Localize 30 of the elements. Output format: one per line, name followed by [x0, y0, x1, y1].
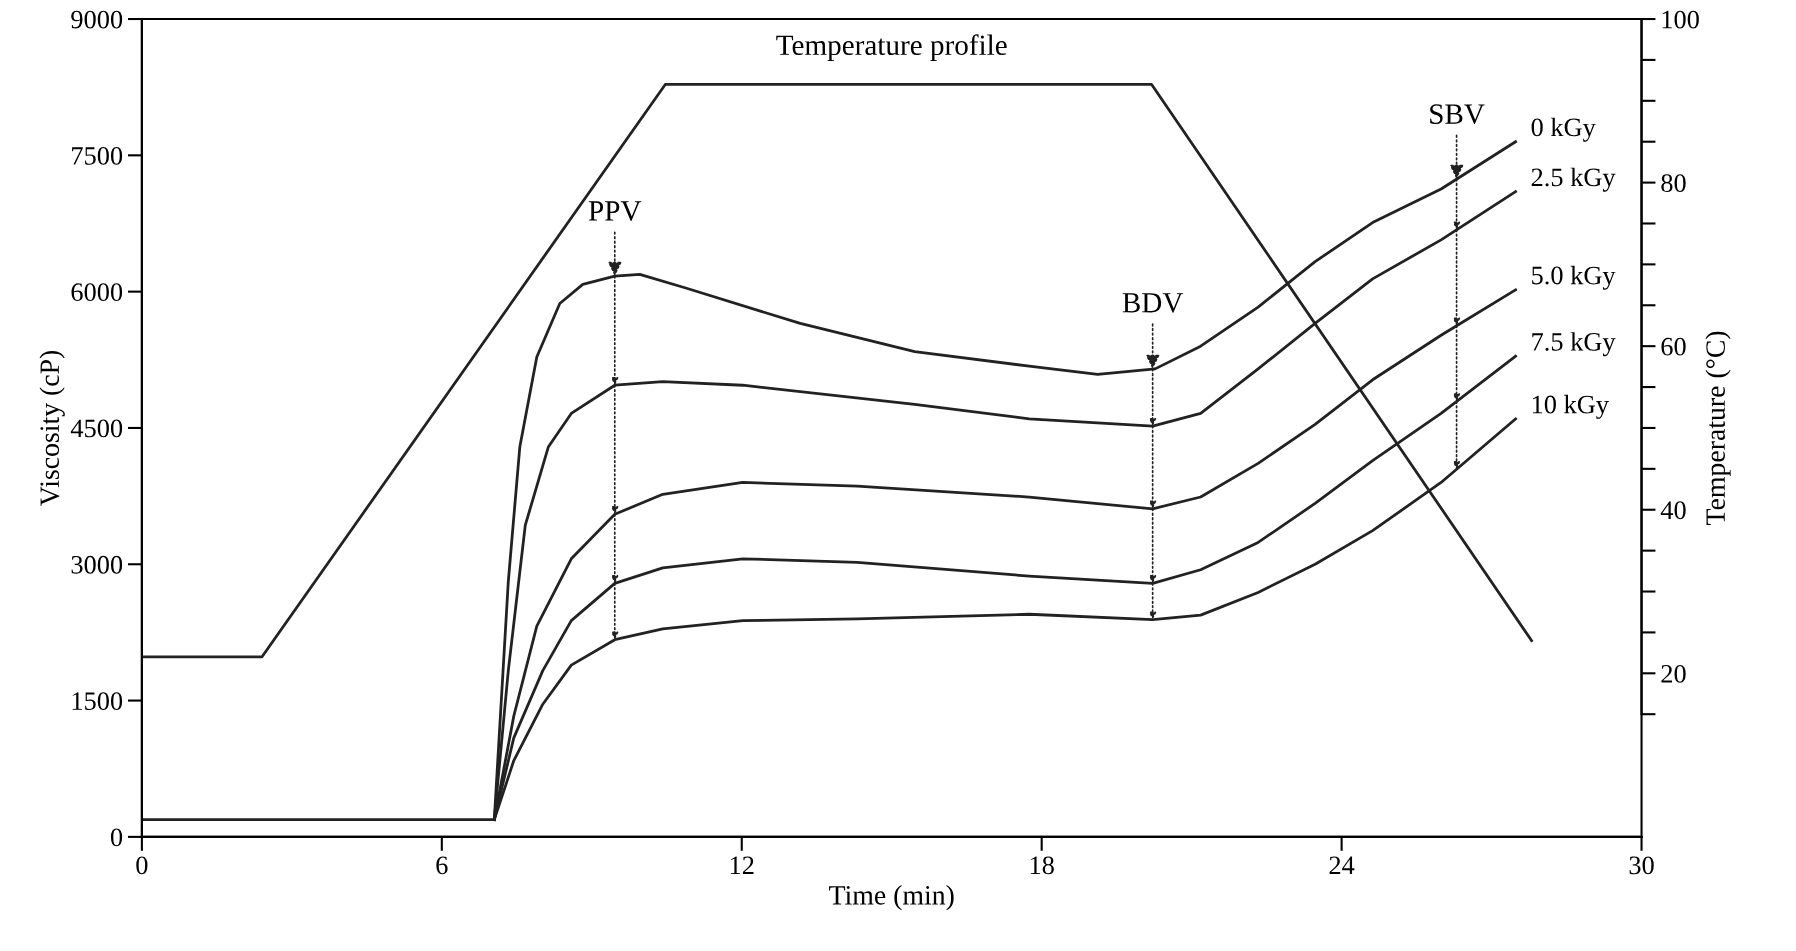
y-tick-label: 1500 — [72, 692, 123, 710]
series-label: 2.5 kGy — [1531, 167, 1616, 192]
annotation: SBV — [1430, 104, 1485, 125]
series-label: 7.5 kGy — [1532, 332, 1616, 357]
y2-tick-label: 20 — [1661, 664, 1686, 683]
y2-tick-label: 60 — [1661, 337, 1686, 356]
y-tick-label: 6000 — [71, 283, 123, 302]
series-label: 10 kGy — [1532, 394, 1609, 419]
series-label: 5.0 kGy — [1532, 265, 1616, 290]
x-tick-label: 30 — [1629, 856, 1654, 875]
annotation: BDV — [1122, 293, 1184, 313]
series-label: 0 kGy — [1531, 117, 1596, 142]
y-axis-title: Viscosity (cP) — [39, 350, 65, 506]
annotation: Temperature profile — [776, 34, 1007, 62]
x-tick-label: 18 — [1030, 856, 1054, 875]
x-tick-label: 6 — [436, 856, 448, 875]
x-axis-title: Time (min) — [829, 885, 954, 911]
y2-tick-label: 80 — [1661, 174, 1686, 193]
y2-tick-label: 100 — [1662, 10, 1699, 29]
y2-tick-label: 40 — [1660, 501, 1686, 520]
x-tick-label: 12 — [730, 856, 754, 874]
y2-axis-title: Temperature (°C) — [1705, 331, 1731, 525]
y-tick-label: 7500 — [72, 146, 123, 165]
annotation: PPV — [588, 201, 642, 221]
y-tick-label: 0 — [110, 828, 123, 847]
y-tick-label: 4500 — [70, 419, 123, 438]
x-tick-label: 0 — [136, 856, 148, 875]
x-tick-label: 24 — [1329, 856, 1355, 874]
y-tick-label: 3000 — [71, 555, 123, 574]
y-tick-label: 9000 — [71, 10, 123, 29]
